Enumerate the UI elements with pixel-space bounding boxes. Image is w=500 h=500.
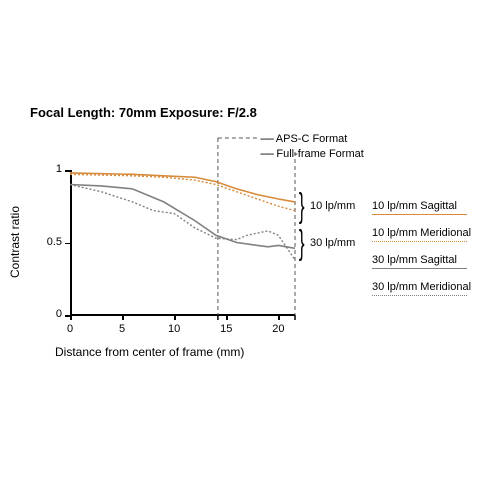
y-tick-label: 0 bbox=[32, 308, 62, 320]
legend-label: 10 lp/mm Sagittal bbox=[372, 200, 492, 212]
apsc-annotation: ----- APS-C Format bbox=[260, 133, 347, 145]
series-line bbox=[70, 174, 295, 210]
series-line bbox=[70, 173, 295, 202]
legend-swatch bbox=[372, 295, 467, 296]
x-tick-label: 15 bbox=[216, 323, 236, 335]
legend-item: 30 lp/mm Sagittal bbox=[372, 254, 492, 269]
y-tick-label: 0.5 bbox=[32, 236, 62, 248]
legend-swatch bbox=[372, 241, 467, 242]
legend-swatch bbox=[372, 268, 467, 269]
series-lines bbox=[70, 170, 295, 315]
plot-area: 00.51 05101520 bbox=[70, 170, 295, 315]
fullframe-annotation: ----- Full-frame Format bbox=[260, 148, 364, 160]
mtf-chart-card: Focal Length: 70mm Exposure: F/2.8 Contr… bbox=[0, 0, 500, 500]
x-tick-label: 5 bbox=[112, 323, 132, 335]
x-tick bbox=[174, 315, 176, 320]
focal-length-value: 70mm bbox=[119, 105, 157, 120]
title-prefix: Focal Length: bbox=[30, 105, 119, 120]
exposure-value: F/2.8 bbox=[227, 105, 257, 120]
legend-label: 30 lp/mm Meridional bbox=[372, 281, 492, 293]
x-tick bbox=[122, 315, 124, 320]
series-line bbox=[70, 185, 295, 249]
legend: 10 lp/mm Sagittal 10 lp/mm Meridional 30 l… bbox=[372, 200, 492, 308]
y-axis-label: Contrast ratio bbox=[8, 206, 22, 278]
fullframe-label: Full-frame Format bbox=[276, 148, 363, 160]
legend-item: 10 lp/mm Sagittal bbox=[372, 200, 492, 215]
legend-label: 10 lp/mm Meridional bbox=[372, 227, 492, 239]
y-tick-label: 1 bbox=[32, 163, 62, 175]
x-tick bbox=[278, 315, 280, 320]
legend-label: 30 lp/mm Sagittal bbox=[372, 254, 492, 266]
title-mid: Exposure: bbox=[156, 105, 227, 120]
x-tick-label: 0 bbox=[60, 323, 80, 335]
legend-item: 30 lp/mm Meridional bbox=[372, 281, 492, 296]
apsc-label: APS-C Format bbox=[276, 133, 348, 145]
x-tick-label: 10 bbox=[164, 323, 184, 335]
brace-10-label: 10 lp/mm bbox=[310, 200, 355, 212]
legend-swatch bbox=[372, 214, 467, 215]
x-tick bbox=[226, 315, 228, 320]
brace-30-label: 30 lp/mm bbox=[310, 237, 355, 249]
x-tick-label: 20 bbox=[268, 323, 288, 335]
x-tick bbox=[70, 315, 72, 320]
x-axis-label: Distance from center of frame (mm) bbox=[55, 345, 244, 359]
chart-title: Focal Length: 70mm Exposure: F/2.8 bbox=[30, 105, 257, 120]
brace-30-icon: } bbox=[299, 226, 305, 260]
legend-item: 10 lp/mm Meridional bbox=[372, 227, 492, 242]
brace-10-icon: } bbox=[299, 189, 305, 223]
